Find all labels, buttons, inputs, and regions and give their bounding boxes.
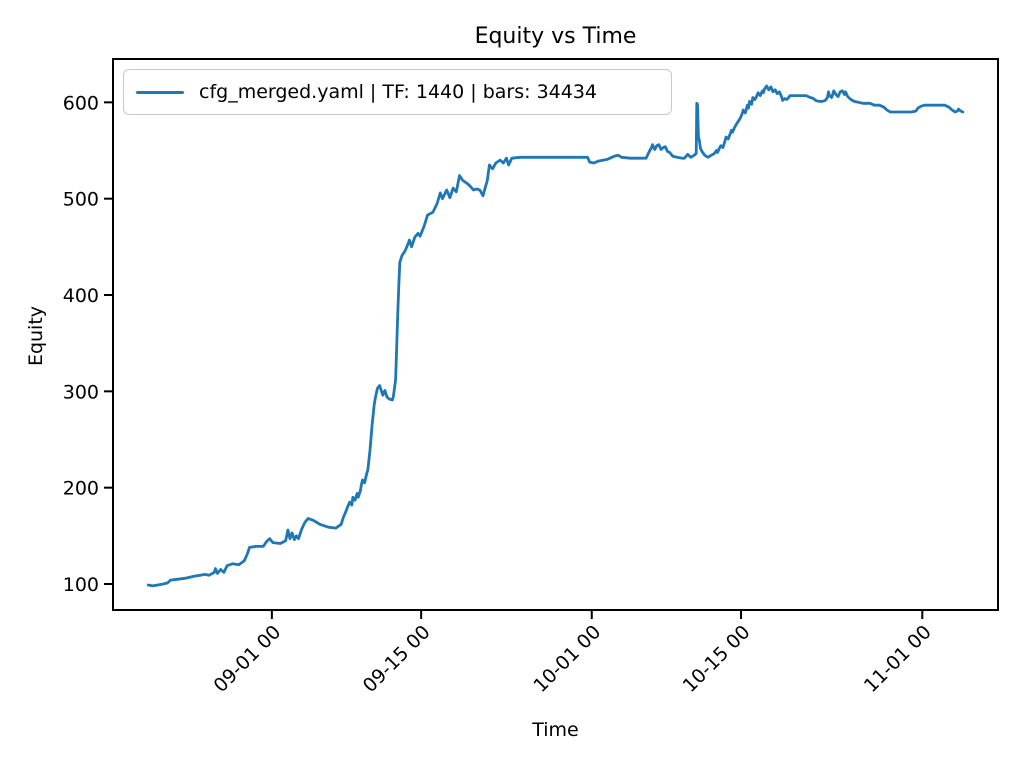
y-tick-label: 100	[63, 574, 99, 596]
x-tick-label: 09-15 00	[359, 621, 435, 697]
y-tick-label: 500	[63, 189, 99, 211]
x-tick-label: 09-01 00	[209, 621, 285, 697]
y-axis-label: Equity	[25, 305, 47, 367]
x-tick-label: 10-15 00	[679, 621, 755, 697]
legend-line-sample	[136, 90, 184, 94]
equity-curve	[146, 84, 965, 588]
x-tick-label: 11-01 00	[860, 621, 936, 697]
plot-border	[112, 58, 999, 611]
y-tick-label: 400	[63, 285, 99, 307]
chart-title: Equity vs Time	[474, 24, 637, 49]
axes-layer: 100 200 300 400 500 600 09-01 00 09-15 00 10-01 …	[63, 58, 999, 697]
y-tick-label: 600	[63, 92, 99, 114]
legend-label: cfg_merged.yaml | TF: 1440 | bars: 34434	[199, 81, 598, 103]
x-tick-label: 10-01 00	[529, 621, 605, 697]
y-tick-label: 300	[63, 381, 99, 403]
y-tick-label: 200	[63, 478, 99, 500]
x-axis-label: Time	[532, 719, 579, 741]
legend: cfg_merged.yaml | TF: 1440 | bars: 34434	[123, 69, 672, 115]
series-layer	[146, 84, 965, 588]
